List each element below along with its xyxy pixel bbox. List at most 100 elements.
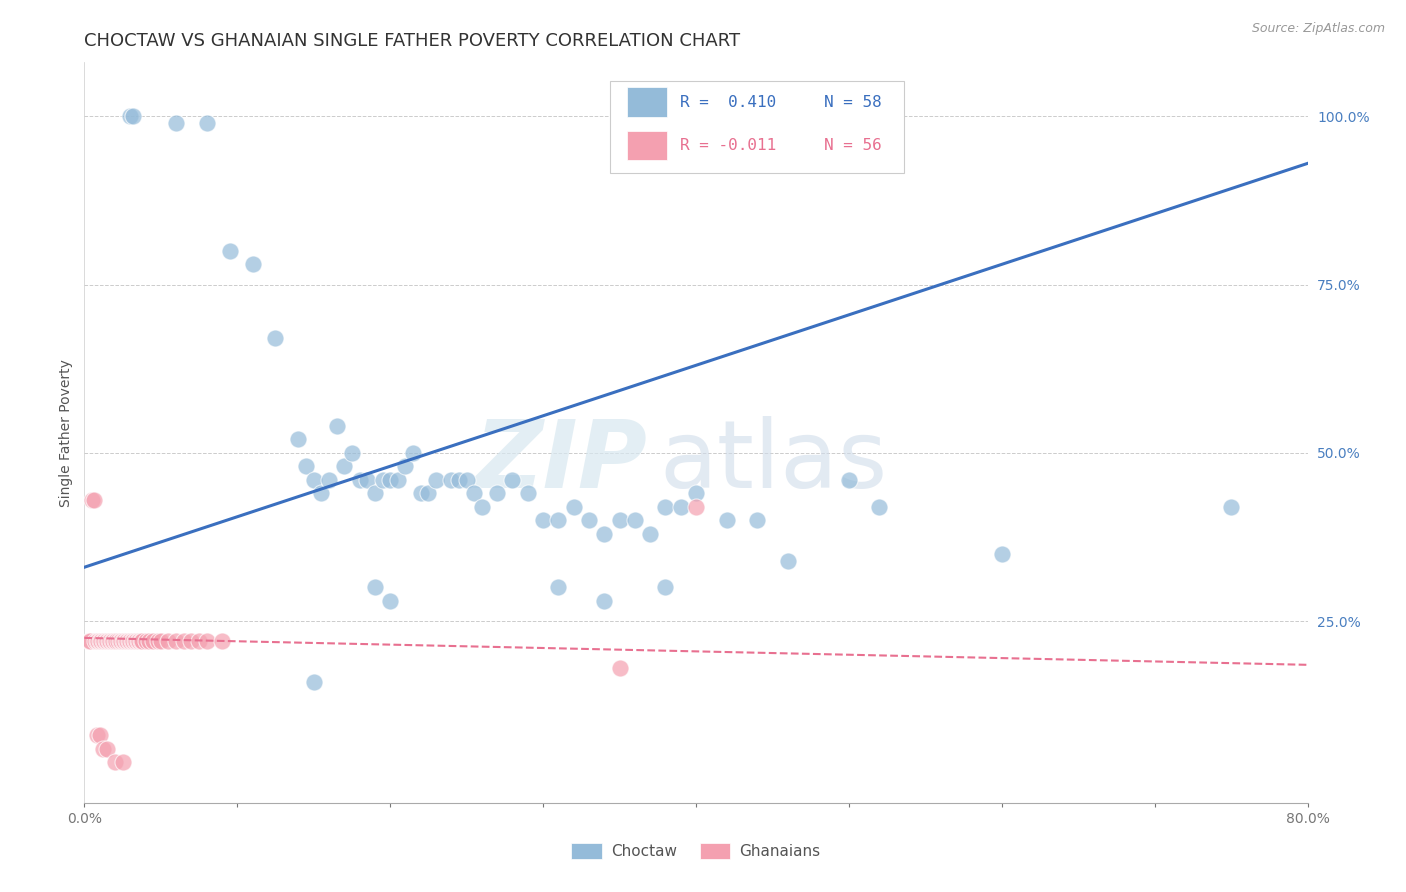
Point (991, 547, 1014, 561)
Point (91, 634, 114, 648)
Point (747, 513, 769, 527)
Point (142, 634, 165, 648)
Point (120, 109, 142, 123)
Point (173, 634, 195, 648)
Point (409, 486, 432, 500)
Point (131, 634, 153, 648)
Point (838, 473, 860, 487)
Point (447, 473, 470, 487)
Point (122, 109, 145, 123)
Point (124, 634, 146, 648)
Point (776, 553, 799, 567)
Point (624, 513, 647, 527)
Point (685, 486, 707, 500)
Point (394, 459, 416, 474)
Point (242, 257, 264, 271)
Point (127, 634, 149, 648)
FancyBboxPatch shape (627, 87, 666, 117)
Point (578, 513, 600, 527)
Point (287, 433, 309, 447)
Point (654, 581, 676, 595)
Point (531, 513, 554, 527)
Point (87, 634, 110, 648)
Text: atlas: atlas (659, 417, 887, 508)
Point (165, 634, 187, 648)
Point (125, 634, 148, 648)
Point (112, 634, 135, 648)
Point (157, 634, 180, 648)
Point (118, 634, 141, 648)
Point (1220, 500, 1243, 514)
Point (104, 756, 127, 770)
Point (716, 513, 738, 527)
Point (129, 634, 152, 648)
Point (89, 634, 111, 648)
Legend: Choctaw, Ghanaians: Choctaw, Ghanaians (565, 838, 827, 865)
Text: N = 58: N = 58 (824, 95, 882, 110)
Point (103, 634, 125, 648)
Point (107, 634, 129, 648)
Point (89, 729, 111, 743)
Point (93, 634, 115, 648)
Point (311, 486, 333, 500)
Point (195, 634, 218, 648)
Point (114, 634, 136, 648)
Text: Source: ZipAtlas.com: Source: ZipAtlas.com (1251, 22, 1385, 36)
Point (486, 486, 509, 500)
Point (609, 513, 631, 527)
Point (97, 634, 120, 648)
Point (869, 500, 891, 514)
Point (463, 486, 485, 500)
Point (91, 742, 114, 756)
Point (295, 459, 318, 474)
Point (110, 634, 132, 648)
Point (96, 742, 118, 756)
Point (418, 486, 440, 500)
Point (111, 756, 134, 770)
Point (165, 116, 187, 130)
Point (333, 459, 356, 474)
Point (685, 500, 707, 514)
Point (79, 634, 101, 648)
Point (105, 634, 128, 648)
Point (121, 634, 143, 648)
Point (218, 244, 240, 258)
Y-axis label: Single Father Poverty: Single Father Poverty (59, 359, 73, 507)
Point (364, 486, 387, 500)
Point (90, 634, 112, 648)
Point (146, 634, 169, 648)
Point (101, 634, 124, 648)
Point (562, 500, 585, 514)
Point (86, 729, 108, 743)
Point (108, 634, 131, 648)
Point (138, 634, 160, 648)
Text: CHOCTAW VS GHANAIAN SINGLE FATHER POVERTY CORRELATION CHART: CHOCTAW VS GHANAIAN SINGLE FATHER POVERT… (84, 32, 741, 50)
Point (425, 473, 447, 487)
Point (86, 634, 108, 648)
Point (371, 473, 394, 487)
Point (516, 486, 538, 500)
Point (302, 473, 325, 487)
Text: ZIP: ZIP (474, 417, 647, 508)
Point (120, 634, 142, 648)
Point (547, 581, 569, 595)
Point (318, 473, 340, 487)
Point (325, 418, 347, 433)
FancyBboxPatch shape (627, 130, 666, 161)
Point (387, 473, 409, 487)
Text: R =  0.410: R = 0.410 (681, 95, 776, 110)
Point (104, 634, 127, 648)
Point (96, 634, 118, 648)
Point (135, 634, 157, 648)
Point (211, 634, 233, 648)
Point (456, 473, 478, 487)
Point (180, 634, 202, 648)
Point (115, 634, 138, 648)
Point (77, 634, 100, 648)
Text: R = -0.011: R = -0.011 (681, 138, 776, 153)
Point (440, 473, 463, 487)
Point (349, 473, 371, 487)
Point (84, 634, 107, 648)
Text: N = 56: N = 56 (824, 138, 882, 153)
Point (188, 634, 211, 648)
